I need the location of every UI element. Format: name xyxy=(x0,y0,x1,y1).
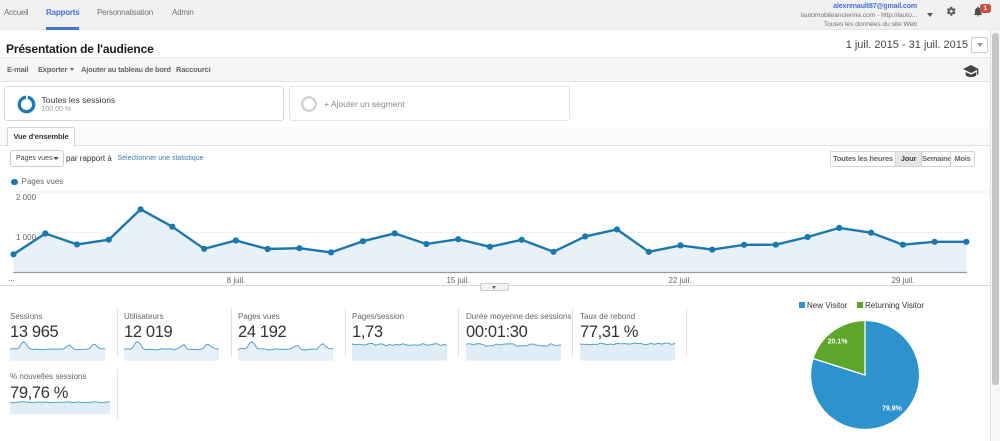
svg-text:20.1%: 20.1% xyxy=(828,339,849,346)
svg-text:79.9%: 79.9% xyxy=(882,406,903,413)
